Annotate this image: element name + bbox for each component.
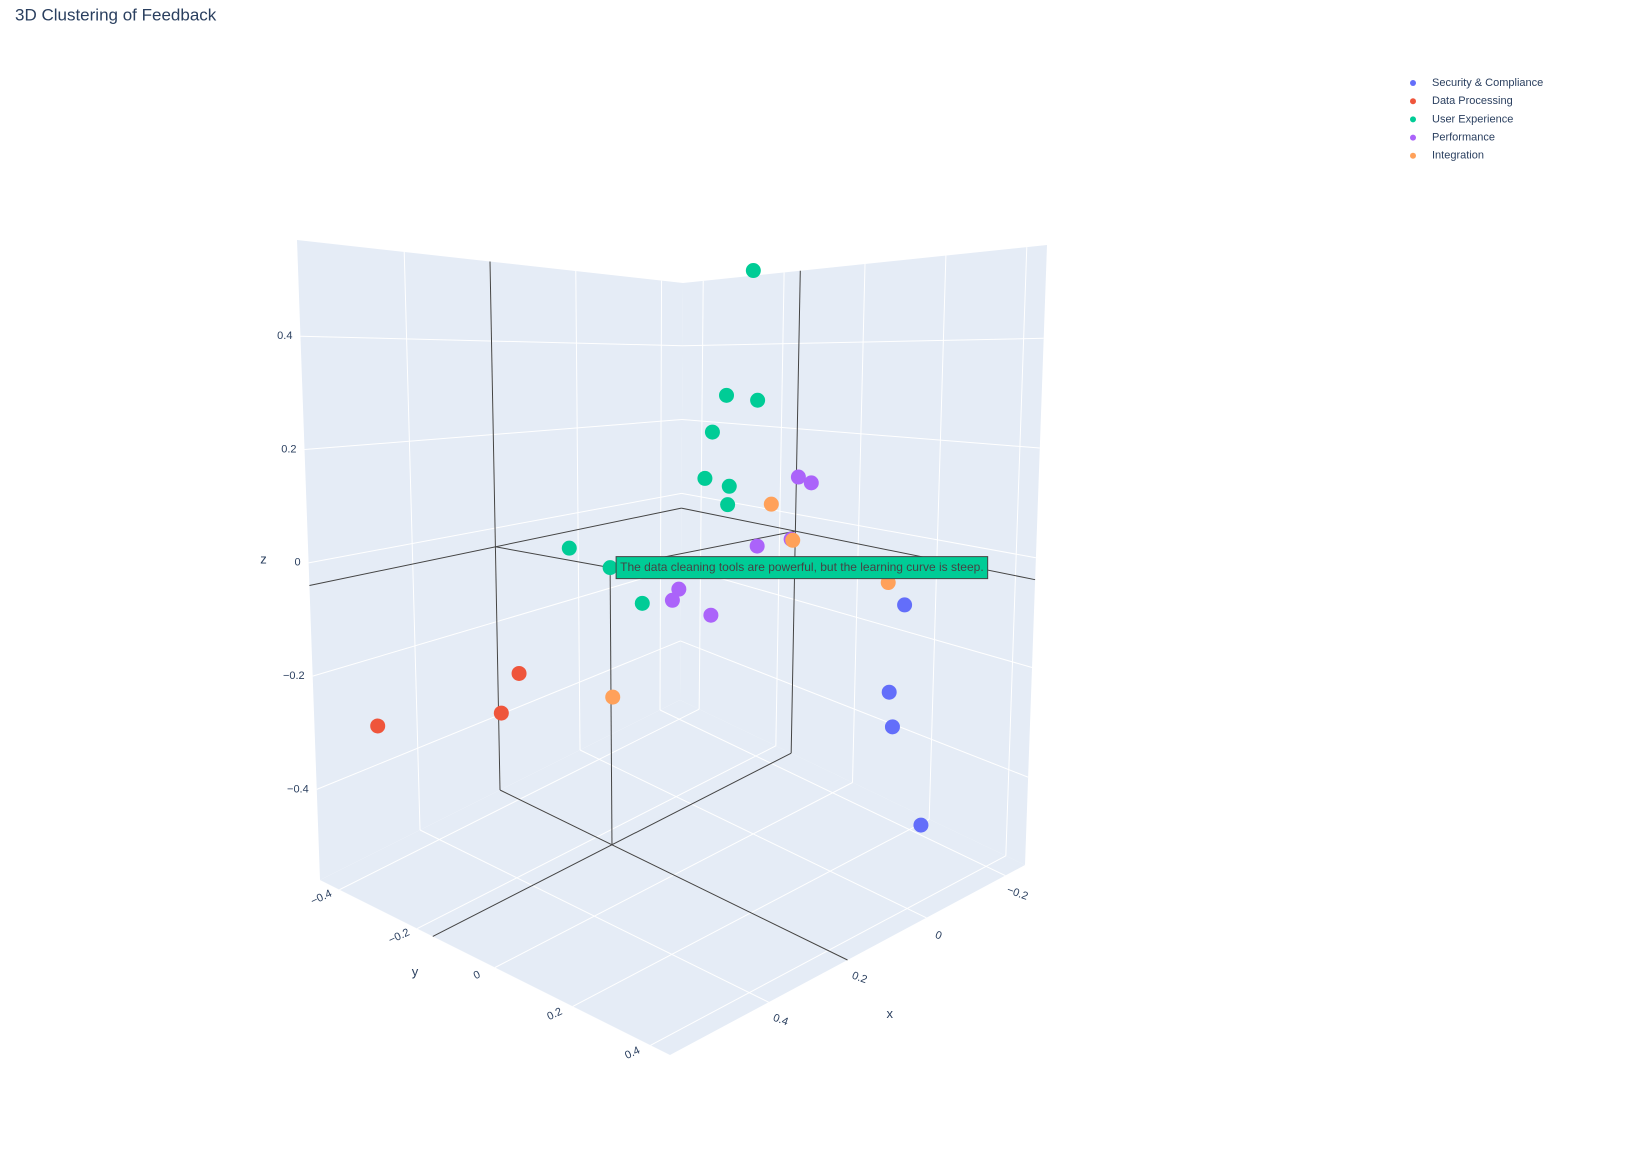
data-point [897, 597, 913, 613]
spike-line [609, 567, 613, 845]
spike-line [499, 789, 848, 961]
data-point [884, 719, 900, 735]
data-point [763, 496, 779, 512]
y-tick-label: 0.2 [545, 1006, 564, 1023]
x-tick-label: 0.2 [850, 970, 868, 987]
data-point [881, 684, 897, 700]
x-tick-label: 0.4 [771, 1012, 789, 1029]
legend-marker [1410, 80, 1416, 86]
legend-marker [1410, 134, 1416, 141]
legend-marker [1410, 98, 1416, 105]
z-tick-label: −0.2 [283, 670, 305, 682]
data-point [697, 470, 713, 486]
data-point [664, 592, 680, 608]
tooltip-text: The data cleaning tools are powerful, bu… [620, 560, 984, 574]
data-point [634, 595, 650, 611]
data-point [493, 705, 509, 721]
data-point [561, 540, 577, 556]
spike-line [495, 546, 611, 569]
spike-line [790, 270, 801, 754]
z-tick-label: −0.4 [287, 783, 309, 795]
data-point [745, 263, 761, 279]
grid-line [775, 272, 785, 746]
tooltip: The data cleaning tools are powerful, bu… [615, 556, 989, 580]
data-point [750, 392, 766, 408]
y-axis-title: y [412, 964, 419, 979]
y-tick-label: 0.4 [623, 1045, 642, 1062]
grid-line [1005, 247, 1028, 856]
data-point [913, 817, 929, 833]
spike-line [489, 261, 501, 791]
data-point [703, 607, 719, 623]
x-tick-label: −0.2 [1005, 884, 1030, 903]
spike-line [309, 507, 682, 586]
data-point [785, 532, 801, 548]
legend-label: User Experience [1432, 113, 1513, 125]
z-tick-label: 0.4 [277, 330, 292, 342]
tooltip-box [615, 556, 989, 580]
data-point [721, 478, 737, 494]
chart-title: 3D Clustering of Feedback [15, 5, 217, 24]
x-axis-title: x [887, 1006, 894, 1021]
z-axis-title: z [260, 551, 267, 566]
data-point [602, 560, 618, 576]
grid-line [680, 640, 1029, 778]
grid-line [681, 492, 1036, 559]
y-tick-label: 0 [472, 969, 483, 982]
grid-line [698, 280, 704, 710]
data-point [749, 538, 765, 554]
data-point [605, 689, 621, 705]
data-point [719, 387, 735, 403]
grid-line [928, 255, 947, 820]
grid-line [575, 271, 581, 751]
floor-plane [320, 700, 1025, 1055]
data-point [704, 424, 720, 440]
legend-marker [1410, 152, 1416, 159]
grid-line [681, 419, 1040, 449]
legend-label: Integration [1432, 150, 1484, 162]
grid-line [659, 280, 663, 711]
x-tick-label: 0 [933, 929, 943, 942]
data-point [790, 469, 806, 485]
legend-label: Performance [1432, 132, 1495, 144]
grid-line [682, 337, 1044, 347]
legend-label: Security & Compliance [1432, 77, 1543, 89]
spike-line [432, 752, 792, 937]
data-point [671, 581, 687, 597]
grid-line [680, 566, 1033, 668]
wall-plane [297, 240, 683, 880]
legend-marker [1410, 116, 1416, 123]
z-tick-label: 0 [294, 557, 300, 569]
data-point [803, 475, 819, 491]
legend-label: Data Processing [1432, 95, 1513, 107]
y-tick-label: −0.4 [309, 888, 334, 908]
y-tick-label: −0.2 [387, 926, 412, 946]
data-point [370, 718, 386, 734]
z-tick-label: 0.2 [281, 443, 296, 455]
data-point [511, 665, 527, 681]
data-point [720, 497, 736, 513]
grid-line [852, 263, 866, 783]
grid-line [403, 251, 421, 831]
wall-plane [680, 245, 1047, 865]
